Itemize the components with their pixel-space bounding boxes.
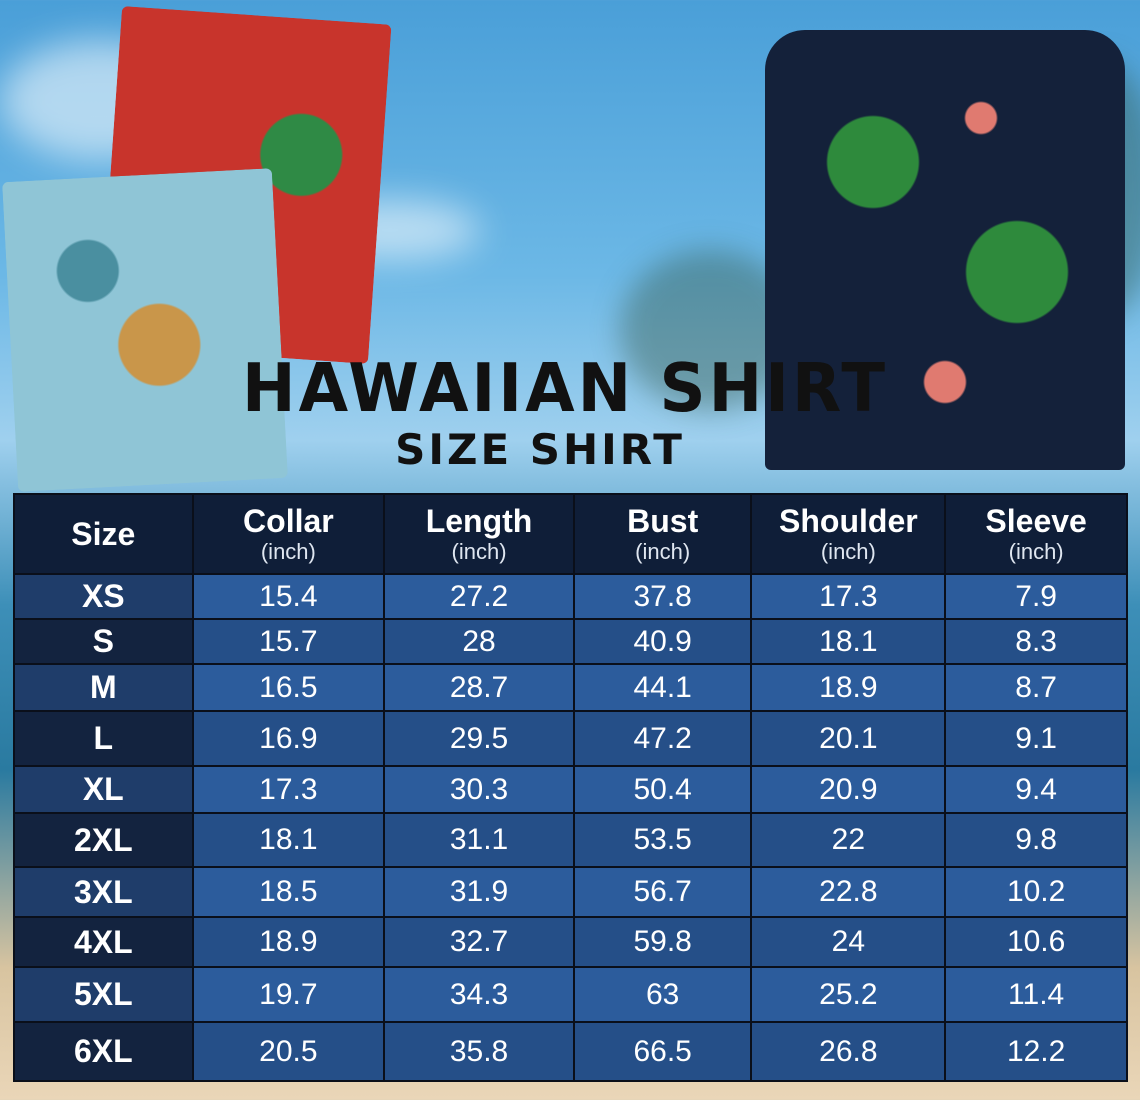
column-header-bust: Bust (inch) [572,493,753,575]
table-row: XL 17.3 30.3 50.4 20.9 9.4 [13,765,1128,814]
flamingo-hawaiian-shirt [765,30,1125,470]
column-label: Shoulder [779,503,918,539]
measurement-cell: 9.1 [944,710,1128,767]
measurement-cell: 11.4 [944,966,1128,1023]
table-header-row: Size Collar (inch) Length (inch) Bust (inch) Sh… [13,493,1128,575]
column-header-shoulder: Shoulder (inch) [750,493,947,575]
measurement-cell: 26.8 [750,1021,947,1082]
measurement-cell: 28 [383,618,575,665]
column-unit: (inch) [260,539,316,564]
measurement-cell: 22.8 [750,866,947,918]
measurement-cell: 22 [750,812,947,868]
measurement-cell: 10.2 [944,866,1128,918]
measurement-cell: 63 [572,966,753,1023]
page-subtitle: SIZE SHIRT [395,425,685,474]
size-cell: 6XL [13,1021,194,1082]
column-label: Size [71,516,136,552]
measurement-cell: 18.9 [750,663,947,712]
measurement-cell: 17.3 [750,573,947,620]
column-header-collar: Collar (inch) [191,493,386,575]
measurement-cell: 20.5 [191,1021,386,1082]
measurement-cell: 29.5 [383,710,575,767]
column-label: Length [425,503,533,539]
measurement-cell: 28.7 [383,663,575,712]
measurement-cell: 10.6 [944,916,1128,968]
model-photo [755,0,1125,490]
measurement-cell: 27.2 [383,573,575,620]
measurement-cell: 34.3 [383,966,575,1023]
column-unit: (inch) [635,539,691,564]
measurement-cell: 9.4 [944,765,1128,814]
size-cell: S [13,618,194,665]
measurement-cell: 18.1 [191,812,386,868]
measurement-cell: 25.2 [750,966,947,1023]
measurement-cell: 59.8 [572,916,753,968]
measurement-cell: 15.4 [191,573,386,620]
table-row: 3XL 18.5 31.9 56.7 22.8 10.2 [13,866,1128,918]
table-row: 5XL 19.7 34.3 63 25.2 11.4 [13,966,1128,1023]
measurement-cell: 35.8 [383,1021,575,1082]
size-cell: 2XL [13,812,194,868]
column-unit: (inch) [820,539,876,564]
measurement-cell: 19.7 [191,966,386,1023]
measurement-cell: 56.7 [572,866,753,918]
table-row: XS 15.4 27.2 37.8 17.3 7.9 [13,573,1128,620]
measurement-cell: 9.8 [944,812,1128,868]
measurement-cell: 18.9 [191,916,386,968]
page-title: HAWAIIAN SHIRT [242,350,888,428]
table-row: 2XL 18.1 31.1 53.5 22 9.8 [13,812,1128,868]
size-chart-table: Size Collar (inch) Length (inch) Bust (inch) Sh… [13,493,1128,1082]
size-cell: 4XL [13,916,194,968]
size-cell: 3XL [13,866,194,918]
column-unit: (inch) [1008,539,1064,564]
size-cell: XS [13,573,194,620]
measurement-cell: 20.9 [750,765,947,814]
column-header-length: Length (inch) [383,493,575,575]
size-cell: 5XL [13,966,194,1023]
measurement-cell: 66.5 [572,1021,753,1082]
measurement-cell: 8.7 [944,663,1128,712]
measurement-cell: 31.9 [383,866,575,918]
column-label: Sleeve [985,503,1087,539]
measurement-cell: 40.9 [572,618,753,665]
measurement-cell: 53.5 [572,812,753,868]
measurement-cell: 17.3 [191,765,386,814]
column-label: Collar [243,503,334,539]
measurement-cell: 50.4 [572,765,753,814]
measurement-cell: 15.7 [191,618,386,665]
table-row: 6XL 20.5 35.8 66.5 26.8 12.2 [13,1021,1128,1082]
measurement-cell: 18.5 [191,866,386,918]
table-row: M 16.5 28.7 44.1 18.9 8.7 [13,663,1128,712]
measurement-cell: 8.3 [944,618,1128,665]
measurement-cell: 37.8 [572,573,753,620]
measurement-cell: 24 [750,916,947,968]
measurement-cell: 12.2 [944,1021,1128,1082]
table-row: L 16.9 29.5 47.2 20.1 9.1 [13,710,1128,767]
measurement-cell: 16.9 [191,710,386,767]
measurement-cell: 44.1 [572,663,753,712]
measurement-cell: 20.1 [750,710,947,767]
measurement-cell: 7.9 [944,573,1128,620]
measurement-cell: 16.5 [191,663,386,712]
size-cell: M [13,663,194,712]
measurement-cell: 30.3 [383,765,575,814]
table-row: 4XL 18.9 32.7 59.8 24 10.6 [13,916,1128,968]
table-row: S 15.7 28 40.9 18.1 8.3 [13,618,1128,665]
measurement-cell: 18.1 [750,618,947,665]
column-unit: (inch) [451,539,507,564]
measurement-cell: 31.1 [383,812,575,868]
size-cell: L [13,710,194,767]
measurement-cell: 32.7 [383,916,575,968]
column-header-size: Size [13,493,194,575]
measurement-cell: 47.2 [572,710,753,767]
column-header-sleeve: Sleeve (inch) [944,493,1128,575]
size-cell: XL [13,765,194,814]
column-label: Bust [627,503,699,539]
